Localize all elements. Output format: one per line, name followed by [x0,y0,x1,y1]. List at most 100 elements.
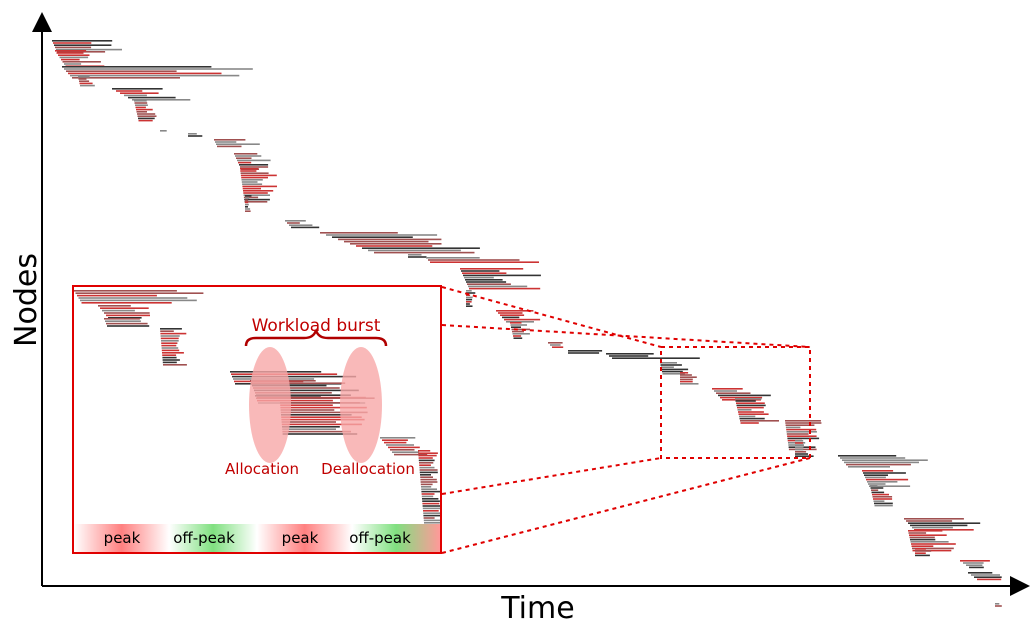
inset-job-bar [421,493,435,495]
job-bar [56,48,122,51]
job-bar [242,187,261,190]
job-bar [245,201,249,204]
job-bar [64,63,82,65]
timeline-label-1: peak [104,529,141,547]
job-bar [62,61,101,63]
job-bar [838,455,897,457]
job-bar [241,176,268,179]
job-bar [374,251,475,254]
zoom-connectors [441,286,811,554]
job-bar [54,44,112,46]
inset-job-bar [282,428,336,430]
job-bar [735,398,762,400]
job-bar [720,396,763,399]
job-bar [910,541,949,543]
inset-job-bar [281,416,362,418]
job-bar [466,298,473,301]
job-bar [512,333,530,335]
job-bar [865,476,886,479]
job-bar [873,500,885,502]
job-bar [513,335,522,337]
job-bar [795,440,804,442]
job-bar [112,88,163,90]
inset-job-bar [420,478,437,481]
inset-job-bar [160,337,179,340]
job-bar [430,261,539,263]
job-bar [568,352,600,354]
job-bar [866,478,909,481]
job-bar [64,68,253,70]
peak-timeline [74,524,440,552]
inset-job-bar [98,305,131,307]
job-bar [188,135,203,137]
job-bar [338,238,442,241]
job-bar [840,457,906,459]
job-bar [216,143,260,145]
inset-job-bar [161,349,180,352]
job-bar [912,526,953,529]
inset-job-bar [104,312,150,314]
job-bar [244,198,270,201]
inset-job-bar [257,399,333,402]
job-bar [368,249,461,252]
inset-job-bar [419,469,438,471]
job-bar [662,373,685,375]
inset-job-bar [161,344,177,347]
inset-job-bar [418,454,437,457]
job-bar [241,179,263,181]
job-bar [738,413,769,415]
job-bar [59,56,89,59]
job-bar [867,481,898,483]
inset-job-bar [418,459,435,462]
job-bar [132,99,191,101]
job-bar [914,529,974,531]
job-bar [240,174,277,177]
job-bar [963,562,984,564]
job-bar [244,201,268,203]
inset-job-bar [388,446,420,449]
job-bar [740,420,779,422]
job-bar [466,296,473,299]
job-bar [138,117,155,120]
job-bar [966,564,983,566]
job-bar [660,364,682,366]
job-bar [326,234,438,236]
job-bar [795,448,804,451]
inset-job-bar [423,519,440,522]
job-bar [718,394,771,397]
inset-job-bar [280,411,368,414]
job-bar [124,94,147,97]
inset-job-bar [281,418,365,421]
inset-job-bar [423,510,439,512]
job-bar [428,259,520,261]
job-bar [606,353,654,355]
job-bar [908,522,981,524]
job-bar [680,376,697,378]
inset-job-bar [420,481,438,483]
job-bar [500,314,525,316]
job-bar [116,90,143,92]
job-bar [242,183,263,185]
inset-job-bar [392,451,420,453]
inset-job-bar [281,421,336,423]
workload-burst-label: Workload burst [252,316,381,336]
inset-job-bar [251,382,346,384]
job-bar [188,133,197,135]
job-bar [134,102,148,104]
inset-job-bar [162,359,180,361]
job-bar [846,463,911,466]
job-bar [56,52,84,54]
job-bar [609,355,649,357]
job-bar [80,84,95,87]
job-bar [661,366,674,368]
inset-job-bar [419,466,435,469]
job-bar [915,554,930,557]
job-bar [737,409,752,411]
job-bar [738,411,764,413]
job-bar [241,181,258,183]
workload-burst-brace [244,329,388,347]
job-bar [968,572,993,574]
job-bar [844,461,919,464]
inset-job-bar [161,347,179,349]
inset-job-bar [108,317,142,319]
